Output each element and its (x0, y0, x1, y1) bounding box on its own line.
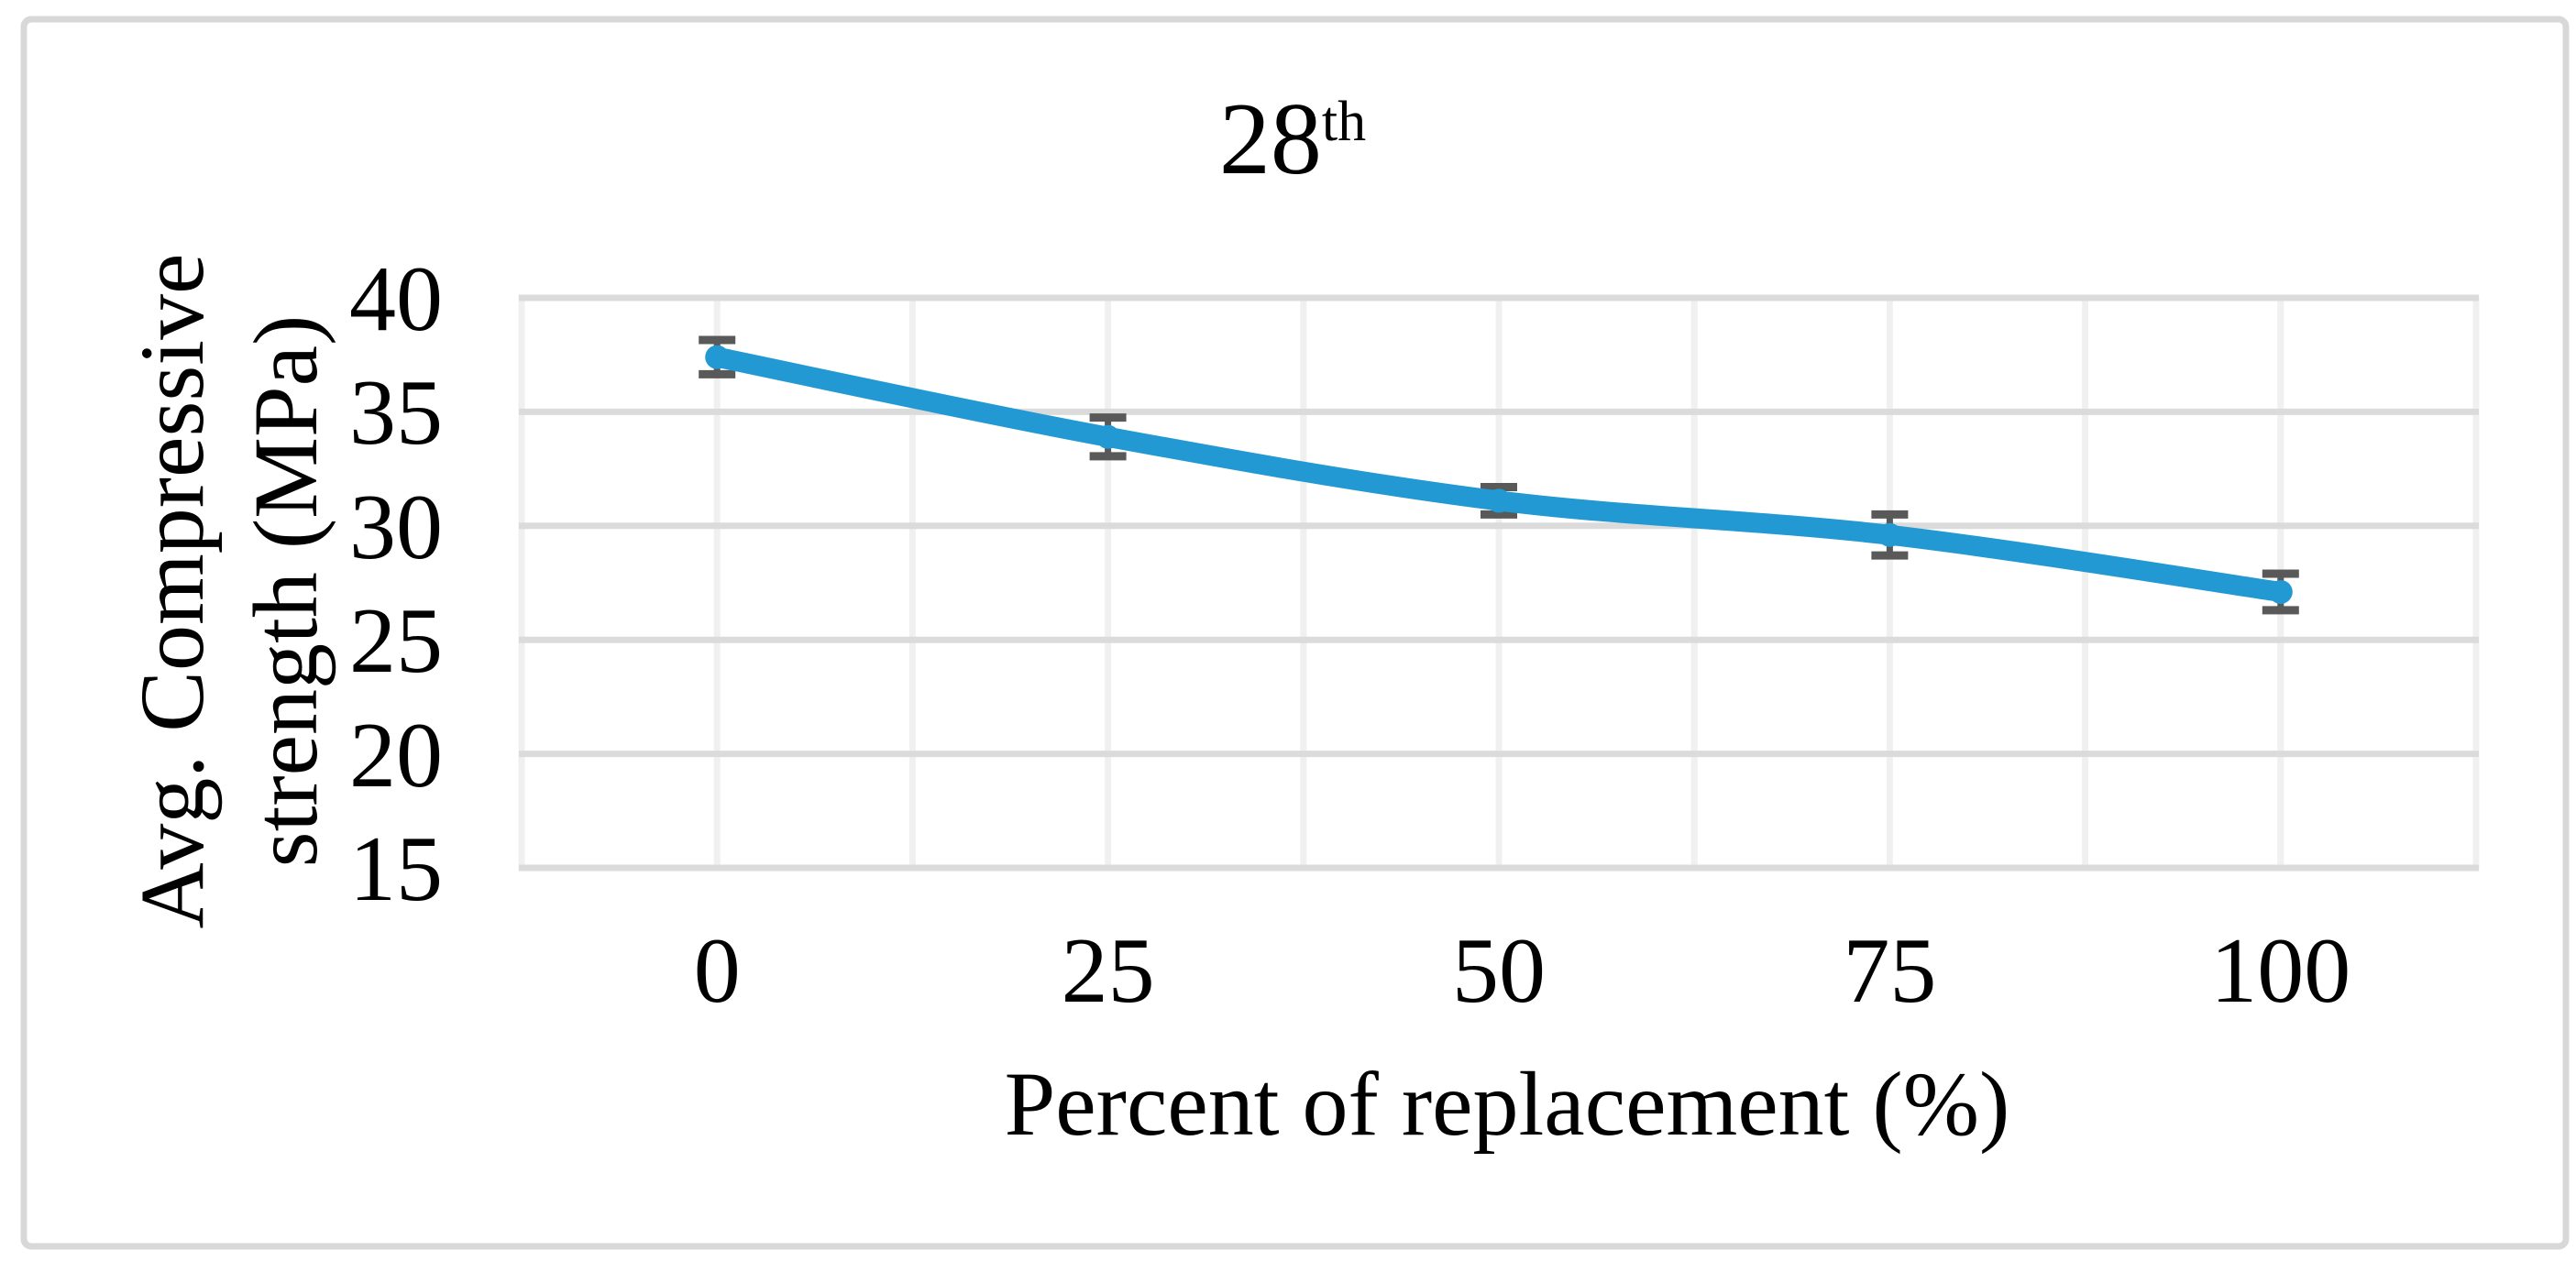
chart-title: 28th (1219, 88, 1366, 191)
horizontal-gridlines (519, 294, 2479, 872)
y-tick-label: 15 (349, 817, 443, 921)
x-tick-label: 75 (1843, 919, 1937, 1023)
y-axis-title-line1: Avg. Compressive (121, 253, 223, 929)
chart-title-text: 28 (1218, 82, 1322, 196)
chart-border (20, 16, 2570, 1250)
data-point (1487, 488, 1511, 513)
data-point (2268, 579, 2293, 604)
data-point-markers (705, 345, 2293, 604)
y-axis-title-line2: strength (MPa) (235, 314, 336, 868)
y-tick-label: 40 (349, 247, 443, 351)
data-point (705, 345, 730, 369)
data-point (1877, 522, 1902, 547)
y-tick-label: 30 (349, 475, 443, 579)
y-tick-label: 25 (349, 589, 443, 694)
x-tick-label: 0 (693, 919, 741, 1023)
chart-title-superscript: th (1321, 91, 1367, 153)
data-point (1095, 424, 1120, 449)
y-axis-title: Avg. Compressive strength (MPa) (116, 254, 343, 929)
x-axis-title: Percent of replacement (%) (1004, 1053, 2010, 1155)
x-tick-label: 50 (1452, 919, 1546, 1023)
x-tick-label: 100 (2210, 919, 2351, 1023)
y-tick-label: 35 (349, 361, 443, 466)
x-tick-label: 25 (1061, 919, 1155, 1023)
y-tick-label: 20 (349, 703, 443, 807)
